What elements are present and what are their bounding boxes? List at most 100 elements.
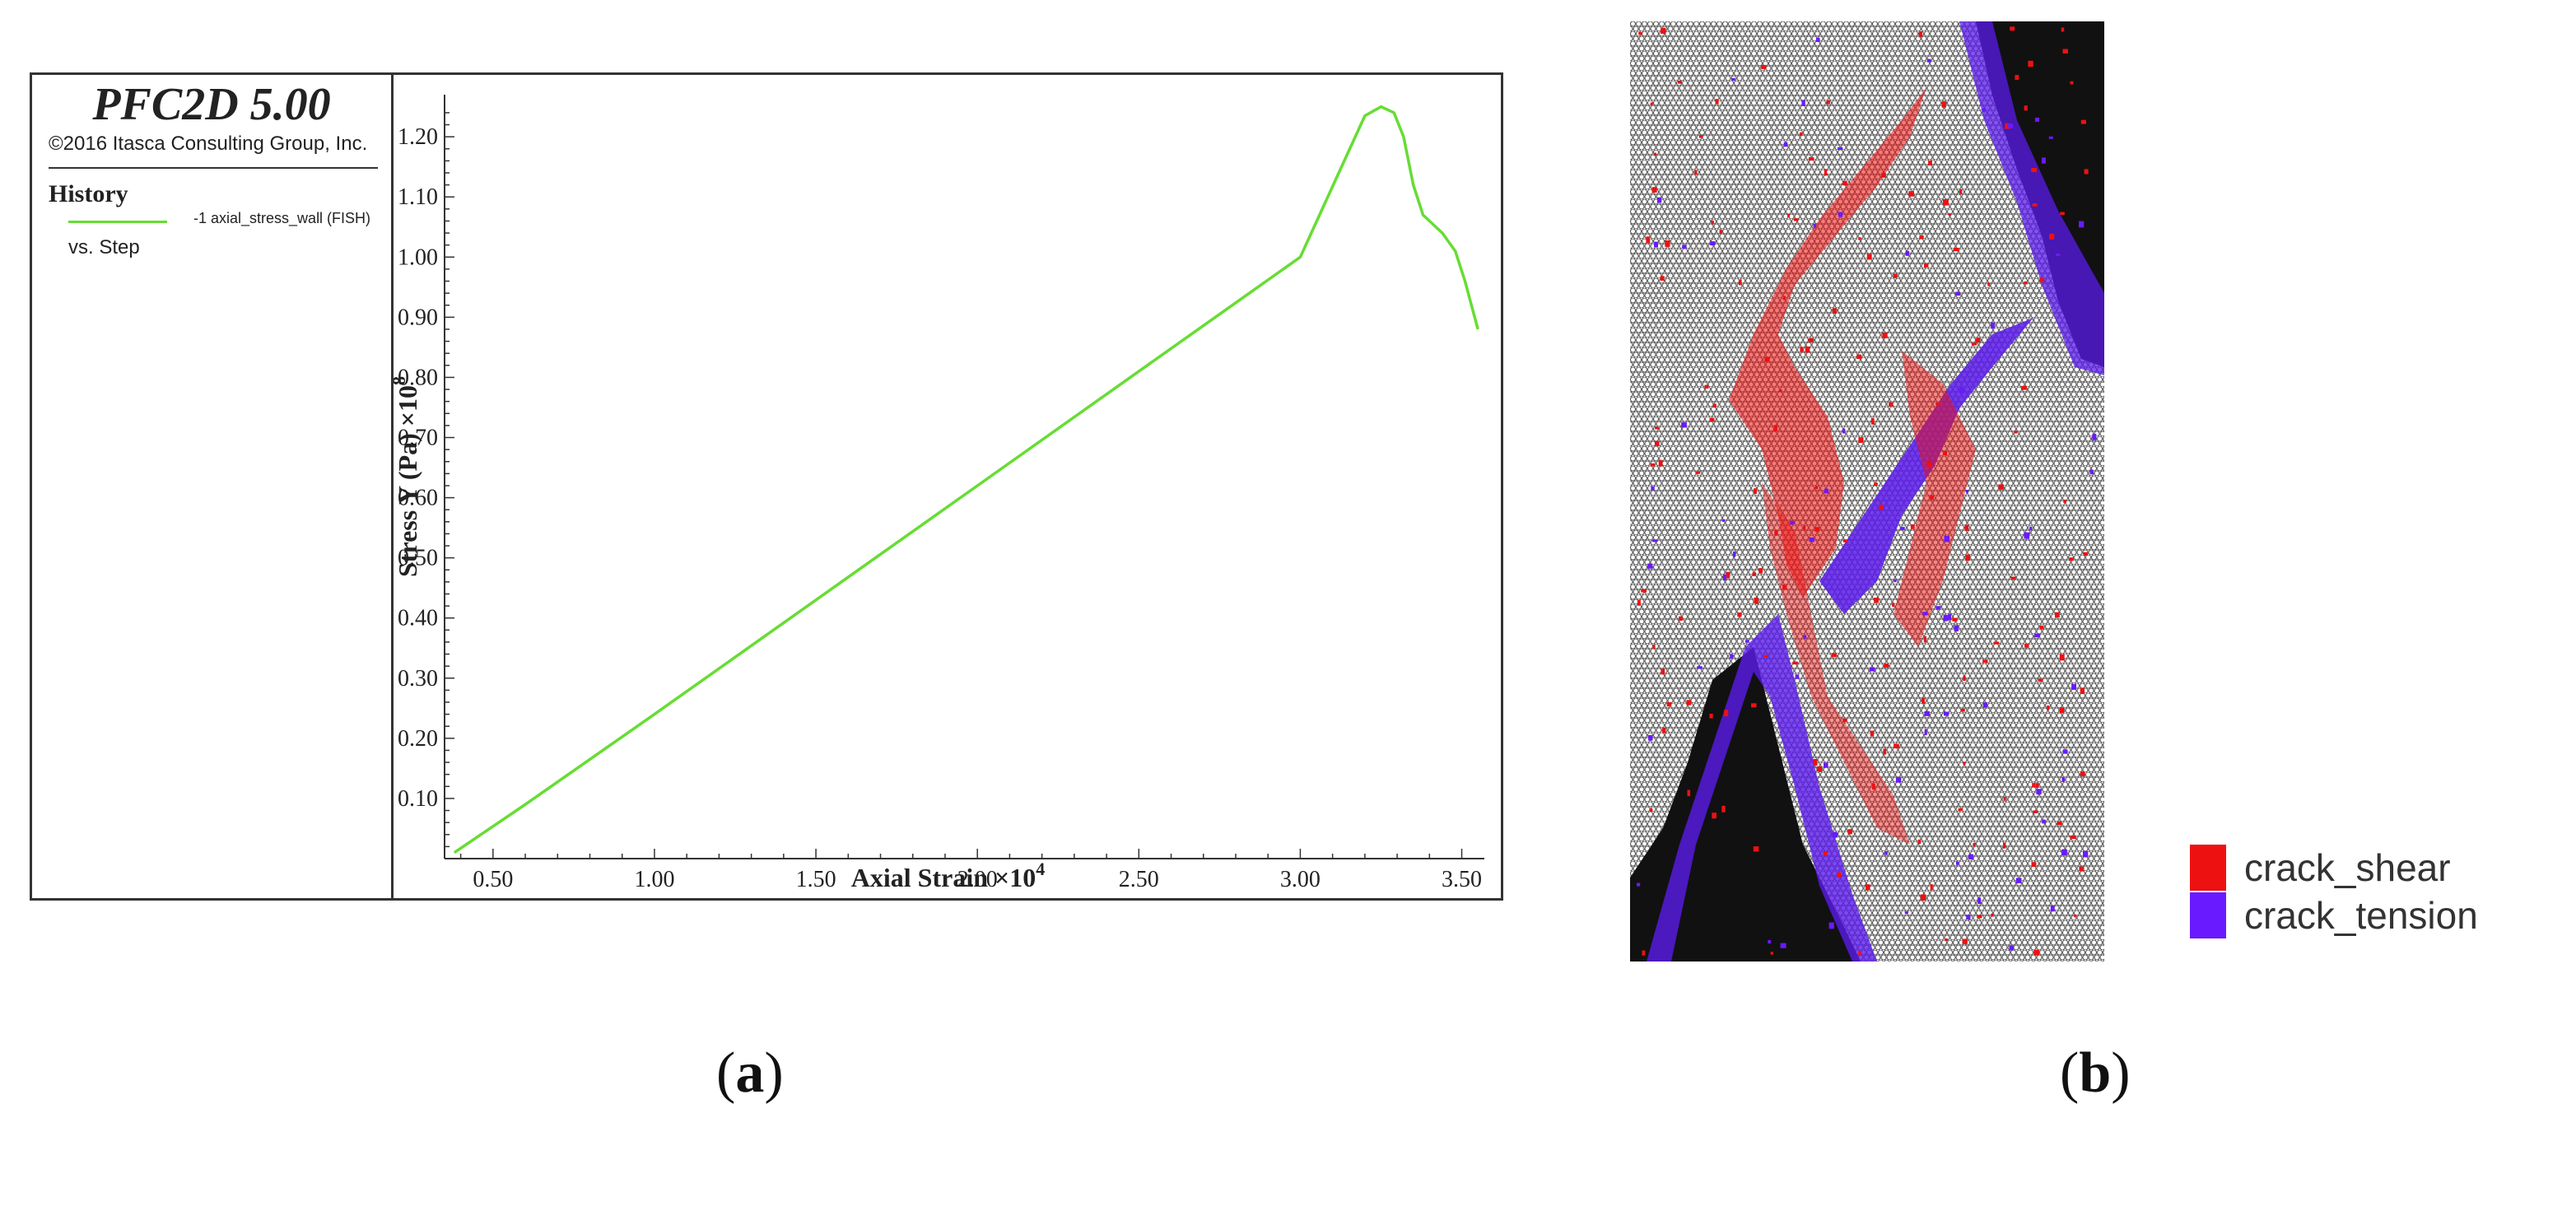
crack-marker	[2062, 749, 2068, 754]
crack-marker	[2034, 117, 2040, 122]
crack-marker	[1751, 703, 1757, 708]
crack-marker	[2074, 914, 2077, 918]
crack-marker	[2071, 683, 2077, 690]
crack-marker	[1838, 212, 1843, 217]
upper-tension-band	[1959, 21, 2104, 375]
crack-marker	[2084, 169, 2089, 175]
stress-curve	[453, 105, 1479, 854]
crack-marker	[1655, 426, 1660, 430]
y-tick-label: 0.30	[398, 666, 438, 691]
crack-marker	[1924, 263, 1929, 268]
crack-marker	[2015, 75, 2019, 80]
crack-marker	[1856, 354, 1862, 360]
crack-marker	[2003, 797, 2006, 801]
crack-marker	[1654, 241, 1659, 248]
crack-shear-swatch	[2190, 845, 2226, 891]
crack-marker	[1842, 428, 1846, 434]
crack-marker	[1945, 938, 1948, 942]
caption-a: (a)	[716, 1041, 784, 1105]
crack-marker	[1710, 241, 1716, 246]
crack-marker	[1723, 574, 1726, 581]
crack-marker	[1894, 743, 1899, 749]
crack-marker	[1780, 943, 1786, 948]
crack-marker	[2059, 707, 2065, 714]
crack-marker	[1838, 147, 1843, 150]
crack-marker	[1910, 524, 1915, 529]
crack-marker	[1883, 748, 1887, 755]
y-tick-label: 0.90	[398, 305, 438, 330]
crack-marker	[1960, 709, 1965, 712]
crack-marker	[1998, 484, 2004, 490]
crack-markers	[1637, 26, 2097, 956]
crack-marker	[1918, 31, 1922, 38]
crack-marker	[1795, 674, 1800, 679]
crack-marker	[1917, 839, 1922, 845]
crack-marker	[1677, 81, 1682, 84]
crack-marker	[2024, 105, 2028, 111]
crack-marker	[1883, 664, 1889, 668]
crack-marker	[1928, 161, 1932, 165]
crack-marker	[1813, 759, 1818, 766]
crack-marker	[1661, 668, 1665, 675]
crack-marker	[1637, 882, 1641, 887]
crack-marker	[1920, 894, 1926, 901]
crack-marker	[1973, 843, 1976, 847]
crack-marker	[2032, 783, 2036, 788]
crack-marker	[2024, 644, 2029, 648]
crack-marker	[2015, 878, 2022, 883]
pfc-history-panel: PFC2D 5.00 ©2016 Itasca Consulting Group…	[30, 72, 1503, 901]
y-tick-label: 1.00	[398, 244, 438, 270]
crack-marker	[1641, 589, 1647, 593]
y-tick-label: 0.10	[398, 786, 438, 812]
crack-marker	[2079, 866, 2085, 872]
crack-shear-label: crack_shear	[2244, 846, 2451, 889]
crack-marker	[1687, 789, 1691, 797]
crack-marker	[2055, 612, 2060, 618]
crack-marker	[1963, 675, 1966, 682]
crack-marker	[2083, 850, 2089, 858]
crack-marker	[1935, 403, 1940, 406]
crack-marker	[1837, 872, 1842, 878]
crack-marker	[1889, 402, 1894, 407]
crack-marker	[2056, 254, 2061, 257]
history-heading: History	[49, 180, 128, 207]
crack-marker	[1773, 425, 1777, 431]
crack-marker	[1642, 950, 1646, 956]
crack-marker	[1651, 187, 1657, 193]
crack-marker	[1666, 702, 1672, 707]
crack-marker	[1926, 461, 1932, 468]
crack-marker	[1697, 666, 1703, 669]
crack-marker	[1679, 616, 1683, 621]
crack-legend: crack_shear crack_tension	[2190, 843, 2576, 958]
stress-strain-chart: 0.50 1.00 1.50 2.00 2.50 3.00 3.50 0.10 0.20 0.30…	[394, 95, 1484, 892]
crack-marker	[2080, 771, 2085, 776]
crack-marker	[1959, 387, 1964, 394]
x-axis-title: Axial Strain ×104	[851, 859, 1045, 892]
crack-marker	[1975, 338, 1981, 342]
crack-marker	[1842, 539, 1848, 542]
crack-marker	[1801, 100, 1805, 106]
crack-marker	[1894, 579, 1897, 583]
crack-marker	[1824, 169, 1828, 176]
crack-marker	[1956, 861, 1959, 865]
crack-marker	[2062, 49, 2068, 54]
crack-marker	[2061, 777, 2065, 782]
crack-marker	[1941, 101, 1946, 108]
crack-marker	[1761, 64, 1767, 70]
crack-marker	[1739, 279, 1742, 286]
crack-marker	[1833, 308, 1837, 314]
crack-marker	[1803, 525, 1806, 531]
crack-marker	[1892, 603, 1895, 608]
crack-marker	[1870, 418, 1875, 425]
crack-marker	[2039, 625, 2044, 630]
crack-marker	[1800, 347, 1804, 352]
legend-item-crack-tension: crack_tension	[2190, 891, 2569, 938]
crack-marker	[1894, 273, 1898, 278]
y-tick-label: 0.20	[398, 726, 438, 752]
crack-distribution-image	[1630, 21, 2104, 962]
crack-marker	[1649, 808, 1653, 813]
copyright-text: ©2016 Itasca Consulting Group, Inc.	[49, 133, 368, 155]
series-legend-label: -1 axial_stress_wall (FISH)	[193, 210, 371, 226]
series-legend-swatch	[68, 221, 167, 223]
crack-marker	[2060, 212, 2065, 216]
